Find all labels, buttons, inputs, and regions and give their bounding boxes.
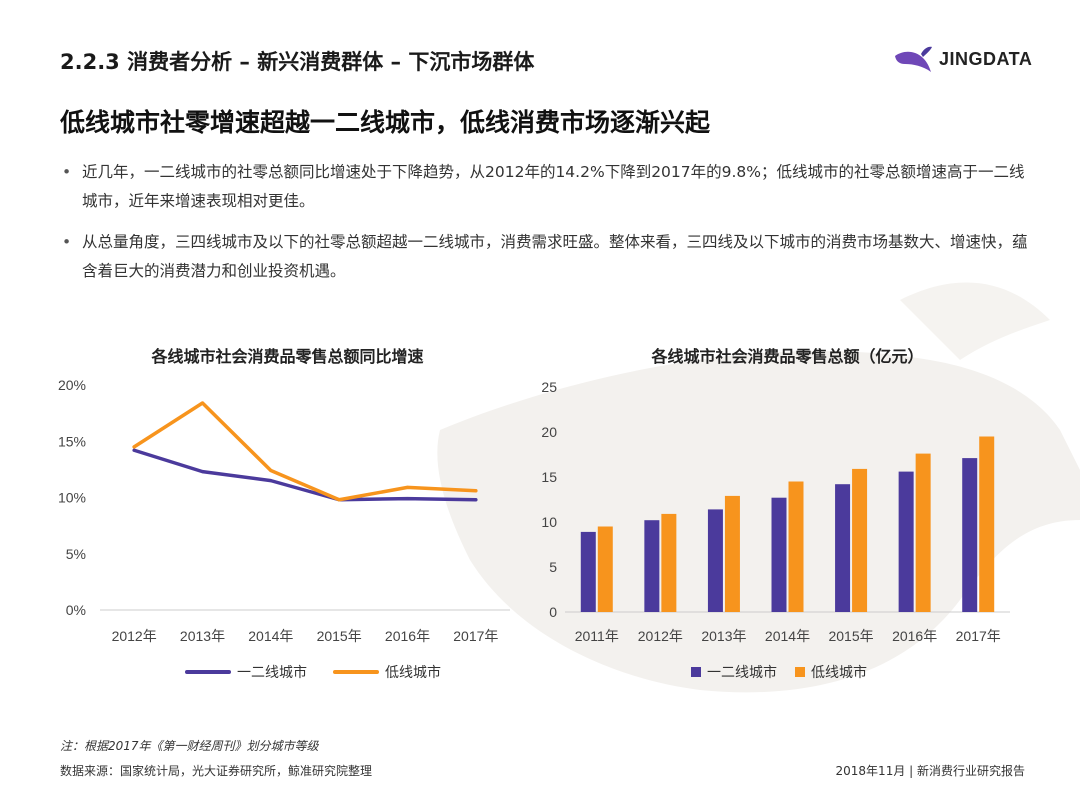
x-tick-label: 2017年 — [453, 628, 498, 644]
x-tick-label: 2017年 — [956, 628, 1001, 644]
bar-lowtier — [852, 468, 868, 612]
data-point — [201, 470, 204, 474]
logo: JINGDATA — [893, 44, 1032, 74]
bar-lowtier — [597, 526, 613, 612]
bar-tier12 — [644, 520, 660, 612]
y-tick-label: 20% — [58, 377, 86, 393]
legend-swatch — [185, 670, 231, 674]
bar-tier12 — [962, 458, 978, 612]
y-tick-label: 15 — [541, 469, 557, 485]
bullet-list: 近几年，一二线城市的社零总额同比增速处于下降趋势，从2012年的14.2%下降到… — [60, 158, 1035, 298]
bar-tier12 — [580, 531, 596, 612]
legend-swatch — [691, 667, 701, 677]
legend-item-lowtier: 低线城市 — [795, 662, 867, 682]
bar-lowtier — [788, 481, 804, 612]
footnote: 注：根据2017年《第一财经周刊》划分城市等级 — [60, 739, 319, 753]
bullet-item: 从总量角度，三四线城市及以下的社零总额超越一二线城市，消费需求旺盛。整体来看，三… — [60, 228, 1035, 286]
legend-swatch — [795, 667, 805, 677]
legend-label: 一二线城市 — [707, 665, 777, 681]
bar-tier12 — [835, 484, 851, 612]
legend-label: 低线城市 — [811, 665, 867, 681]
x-tick-label: 2016年 — [892, 628, 937, 644]
data-point — [201, 401, 204, 405]
y-tick-label: 10 — [541, 514, 557, 530]
legend-swatch — [333, 670, 379, 674]
bar-tier12 — [898, 471, 914, 612]
y-tick-label: 0% — [66, 602, 86, 618]
bar-tier12 — [707, 509, 723, 612]
y-tick-label: 10% — [58, 490, 86, 506]
data-source: 数据来源：国家统计局，光大证券研究所，鲸准研究院整理 — [60, 764, 373, 778]
legend-label: 一二线城市 — [237, 665, 307, 681]
y-tick-label: 0 — [549, 604, 557, 620]
y-tick-label: 20 — [541, 424, 557, 440]
bar-lowtier — [724, 495, 740, 612]
x-tick-label: 2014年 — [765, 628, 810, 644]
section-title: 2.2.3 消费者分析 – 新兴消费群体 – 下沉市场群体 — [60, 50, 535, 74]
data-point — [269, 479, 273, 483]
x-tick-label: 2013年 — [180, 628, 225, 644]
legend-item-tier12: 一二线城市 — [691, 662, 777, 682]
x-tick-label: 2015年 — [317, 628, 362, 644]
data-point — [406, 497, 409, 501]
x-tick-label: 2015年 — [828, 628, 873, 644]
data-point — [337, 498, 341, 502]
data-point — [474, 498, 478, 502]
legend-label: 低线城市 — [385, 665, 441, 681]
y-tick-label: 5 — [549, 559, 557, 575]
bar-lowtier — [915, 453, 931, 612]
logo-text: JINGDATA — [939, 48, 1033, 69]
bullet-item: 近几年，一二线城市的社零总额同比增速处于下降趋势，从2012年的14.2%下降到… — [60, 158, 1035, 216]
x-tick-label: 2013年 — [701, 628, 746, 644]
x-tick-label: 2011年 — [575, 628, 619, 644]
bar-chart-title: 各线城市社会消费品零售总额（亿元） — [651, 347, 924, 366]
x-tick-label: 2012年 — [638, 628, 683, 644]
headline: 低线城市社零增速超越一二线城市，低线消费市场逐渐兴起 — [60, 108, 711, 137]
y-tick-label: 5% — [66, 546, 86, 562]
footer-text: 2018年11月 | 新消费行业研究报告 — [835, 764, 1025, 778]
line-chart-title: 各线城市社会消费品零售总额同比增速 — [151, 347, 424, 366]
legend-item-tier12: 一二线城市 — [185, 662, 307, 682]
x-tick-label: 2012年 — [112, 628, 157, 644]
bar-lowtier — [979, 436, 995, 612]
series-line-tier12 — [132, 448, 478, 502]
data-point — [269, 469, 273, 472]
bar-chart-legend: 一二线城市 低线城市 — [691, 662, 893, 682]
data-point — [132, 445, 136, 449]
series-line-lowtier — [132, 401, 478, 502]
line-chart-legend: 一二线城市 低线城市 — [185, 662, 467, 682]
x-tick-label: 2016年 — [385, 628, 430, 644]
bar-tier12 — [771, 497, 787, 612]
x-tick-label: 2014年 — [248, 628, 293, 644]
whale-icon — [895, 46, 932, 72]
data-point — [406, 485, 409, 489]
data-point — [132, 448, 136, 452]
bar-lowtier — [661, 513, 677, 612]
y-tick-label: 15% — [58, 433, 86, 449]
data-point — [474, 489, 478, 493]
legend-item-lowtier: 低线城市 — [333, 662, 441, 682]
y-tick-label: 25 — [541, 379, 557, 395]
